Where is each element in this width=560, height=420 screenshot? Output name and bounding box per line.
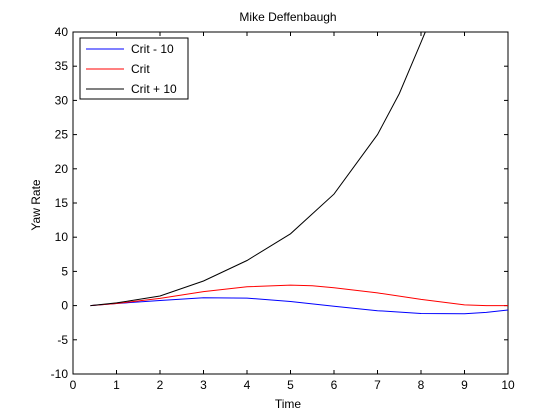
x-tick-label: 1 <box>113 378 120 392</box>
y-tick-label: 40 <box>55 25 69 39</box>
x-tick-label: 0 <box>70 378 77 392</box>
x-tick-label: 6 <box>331 378 338 392</box>
x-tick-label: 3 <box>200 378 207 392</box>
x-tick-label: 10 <box>501 378 515 392</box>
y-tick-label: 10 <box>55 230 69 244</box>
x-tick-label: 5 <box>287 378 294 392</box>
y-tick-label: 5 <box>61 264 68 278</box>
series-lines <box>90 31 509 315</box>
x-tick-label: 2 <box>157 378 164 392</box>
y-tick-label: 25 <box>55 128 69 142</box>
x-tick-label: 7 <box>374 378 381 392</box>
chart-title: Mike Deffenbaugh <box>239 10 336 24</box>
legend-label-crit-plus-10: Crit + 10 <box>131 82 177 96</box>
y-tick-label: 30 <box>55 93 69 107</box>
y-axis-label: Yaw Rate <box>29 179 43 230</box>
series-line-crit <box>90 284 508 307</box>
legend-label-crit-minus-10: Crit - 10 <box>131 42 174 56</box>
legend: Crit - 10 Crit Crit + 10 <box>79 37 189 100</box>
legend-label-crit: Crit <box>131 62 150 76</box>
x-axis-ticks: 0 1 2 3 4 5 6 7 8 9 10 <box>70 32 515 392</box>
series-line-crit-minus-10 <box>90 297 509 315</box>
y-tick-label: 0 <box>61 299 68 313</box>
x-tick-label: 4 <box>244 378 251 392</box>
y-axis-ticks: -10 -5 0 5 10 15 20 25 30 35 40 <box>51 25 508 381</box>
x-tick-label: 8 <box>418 378 425 392</box>
x-axis-label: Time <box>275 397 302 411</box>
y-tick-label: -10 <box>51 367 69 381</box>
y-tick-label: 15 <box>55 196 69 210</box>
y-tick-label: 35 <box>55 59 69 73</box>
series-line-crit-plus-10 <box>90 31 426 307</box>
x-tick-label: 9 <box>461 378 468 392</box>
y-tick-label: -5 <box>57 333 68 347</box>
y-tick-label: 20 <box>55 162 69 176</box>
